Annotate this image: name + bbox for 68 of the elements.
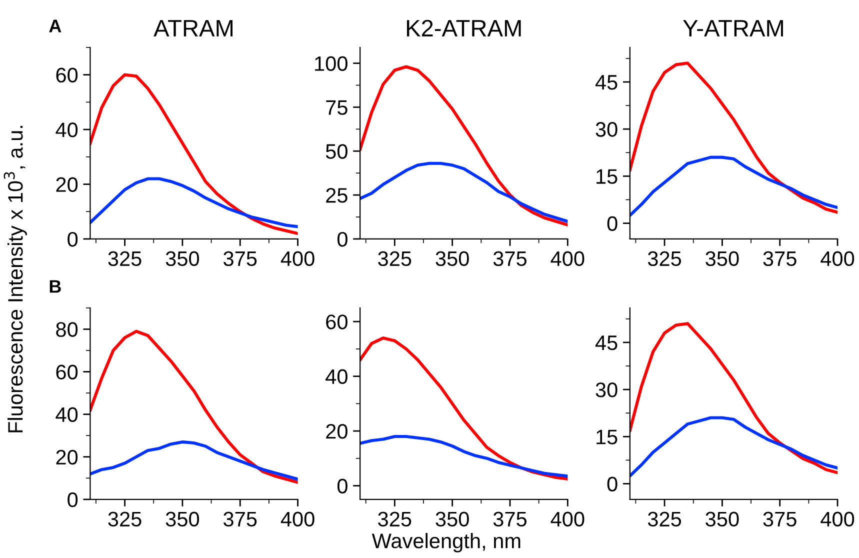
x-tick-label: 325 [108,512,142,527]
line-series [630,322,838,474]
y-tick-label: 100 [315,56,348,71]
x-tick-label: 350 [436,512,469,527]
y-tick-label: 0 [337,478,348,494]
y-axis-title: Fluorescence Intensity x 10$^{3}$, a.u. [4,126,27,432]
y-tick-label: 45 [595,75,618,90]
line-series [630,62,838,214]
y-tick-label: 45 [595,336,618,350]
text: A [49,20,62,32]
x-tick-label: 325 [108,251,142,266]
y-tick-label: 0 [607,216,618,232]
x-tick-label: 400 [280,512,314,527]
x-tick-label: 325 [378,251,412,266]
y-tick-label: 20 [56,450,78,465]
x-tick-label: 350 [436,251,469,266]
y-tick-label: 60 [326,314,348,330]
x-tick-label: 375 [763,251,796,266]
x-tick-label: 325 [648,251,682,266]
line-series [90,177,298,228]
y-tick-label: 20 [56,177,78,192]
x-tick-label: 400 [820,512,854,527]
x-tick-label: 350 [706,512,739,527]
y-tick-label: 15 [596,169,618,184]
x-tick-label: 350 [166,251,200,266]
y-tick-label: 0 [607,476,618,492]
x-tick-label: 375 [763,512,796,527]
line-series [630,156,838,217]
y-tick-label: 40 [326,369,348,384]
x-tick-label: 375 [224,512,257,527]
y-tick-label: 0 [337,232,348,247]
y-tick-label: 0 [68,492,78,508]
x-tick-label: 325 [648,512,682,527]
line-series [360,162,568,223]
line-series [360,65,568,226]
line-series [360,434,568,478]
x-tick-label: 350 [166,512,200,527]
y-tick-label: 20 [326,424,348,439]
x-axis-title: Wavelength, nm [372,533,520,552]
x-tick-label: 375 [493,512,526,527]
y-tick-label: 15 [596,430,618,444]
x-tick-label: 400 [550,251,584,266]
chart-title: Y-ATRAM [683,20,783,36]
y-tick-label: 50 [326,144,348,159]
y-tick-label: 80 [56,322,78,337]
line-series [90,330,298,484]
y-tick-label: 40 [56,122,78,138]
y-tick-label: 40 [56,407,78,422]
chart-title: K2-ATRAM [406,20,521,36]
text: B [50,280,61,293]
x-tick-label: 400 [280,251,314,266]
x-tick-label: 400 [550,512,584,527]
line-series [630,416,838,478]
x-tick-label: 375 [493,251,526,266]
y-tick-label: 0 [68,232,78,247]
y-tick-label: 30 [596,122,618,137]
y-tick-label: 30 [596,382,618,398]
line-series [90,440,298,481]
line-series [90,73,298,236]
y-tick-label: 25 [326,188,348,203]
x-tick-label: 400 [820,251,854,266]
y-tick-label: 75 [326,100,348,115]
x-tick-label: 325 [378,512,412,527]
x-tick-label: 375 [224,251,257,266]
y-tick-label: 60 [56,68,78,83]
y-tick-label: 60 [56,364,78,380]
x-tick-label: 350 [706,251,739,266]
chart-title: ATRAM [154,20,232,36]
